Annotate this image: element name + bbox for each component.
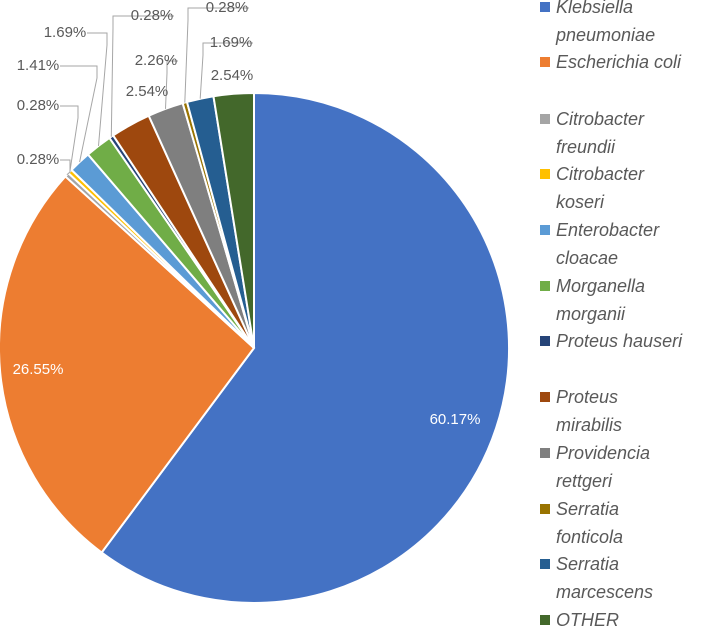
legend-label-serratia-marcescens: Serratia <box>556 554 619 574</box>
legend-swatch-enterobacter-cloacae <box>540 225 550 235</box>
data-label-proteus-hauseri: 0.28% <box>131 7 174 24</box>
leader-line-citrobacter-freundii <box>60 159 71 176</box>
leader-line-enterobacter-cloacae <box>60 65 98 163</box>
slice-klebsiella-pneumoniae <box>100 91 510 604</box>
legend-label-citrobacter-freundii-line2: freundii <box>556 137 616 157</box>
pie-slices <box>0 91 510 604</box>
data-label-citrobacter-koseri: 0.28% <box>17 97 60 114</box>
slice-escherichia-coli <box>0 175 256 554</box>
data-label-morganella-morganii: 1.69% <box>44 24 87 41</box>
data-label-other: 2.54% <box>211 67 254 84</box>
slice-other <box>212 91 255 349</box>
data-label-proteus-mirabilis: 2.54% <box>126 83 169 100</box>
legend-label-enterobacter-cloacae: Enterobacter <box>556 220 660 240</box>
leader-line-morganella-morganii <box>87 32 108 146</box>
legend-label-escherichia-coli: Escherichia coli <box>556 52 682 72</box>
legend-swatch-klebsiella-pneumoniae <box>540 2 550 12</box>
legend-label-citrobacter-freundii: Citrobacter <box>556 109 645 129</box>
data-label-klebsiella-pneumoniae: 60.17% <box>430 411 481 428</box>
data-label-citrobacter-freundii: 0.28% <box>17 151 60 168</box>
legend-swatch-proteus-mirabilis <box>540 392 550 402</box>
legend-label-proteus-mirabilis-line2: mirabilis <box>556 415 622 435</box>
legend-swatch-serratia-marcescens <box>540 559 550 569</box>
legend-label-klebsiella-pneumoniae-line2: pneumoniae <box>555 25 655 45</box>
legend-label-providencia-rettgeri: Providencia <box>556 443 650 463</box>
legend-swatch-providencia-rettgeri <box>540 448 550 458</box>
legend-label-citrobacter-koseri-line2: koseri <box>556 192 605 212</box>
legend-label-enterobacter-cloacae-line2: cloacae <box>556 248 618 268</box>
data-label-serratia-marcescens: 1.69% <box>210 34 253 51</box>
legend-swatch-citrobacter-koseri <box>540 169 550 179</box>
legend-label-morganella-morganii-line2: morganii <box>556 304 626 324</box>
data-labels: 60.17% 26.55% 0.28% 0.28% 1.41% 1.69% 0.28% 2.5… <box>13 0 481 428</box>
legend-label-serratia-fonticola-line2: fonticola <box>556 527 623 547</box>
leader-line-citrobacter-koseri <box>60 105 79 172</box>
legend-swatch-morganella-morganii <box>540 281 550 291</box>
legend-label-proteus-mirabilis: Proteus <box>556 387 618 407</box>
data-label-escherichia-coli: 26.55% <box>13 361 64 378</box>
legend-swatch-proteus-hauseri <box>540 336 550 346</box>
leader-line-serratia-marcescens <box>199 42 253 99</box>
legend-swatch-serratia-fonticola <box>540 504 550 514</box>
legend: Klebsiella pneumoniae Escherichia coli Citr… <box>540 0 683 630</box>
legend-label-citrobacter-koseri: Citrobacter <box>556 164 645 184</box>
legend-swatch-escherichia-coli <box>540 57 550 67</box>
data-label-serratia-fonticola: 0.28% <box>206 0 249 16</box>
leader-line-serratia-fonticola <box>184 7 249 103</box>
legend-label-providencia-rettgeri-line2: rettgeri <box>556 471 613 491</box>
legend-label-klebsiella-pneumoniae: Klebsiella <box>556 0 633 17</box>
leader-line-proteus-hauseri <box>110 15 174 137</box>
label-leader-lines <box>60 7 253 176</box>
legend-swatch-other <box>540 615 550 625</box>
legend-label-serratia-marcescens-line2: marcescens <box>556 582 653 602</box>
legend-label-morganella-morganii: Morganella <box>556 276 645 296</box>
leader-line-providencia-rettgeri <box>165 60 178 109</box>
data-label-enterobacter-cloacae: 1.41% <box>17 57 60 74</box>
legend-swatch-citrobacter-freundii <box>540 114 550 124</box>
data-label-providencia-rettgeri: 2.26% <box>135 52 178 69</box>
legend-label-other: OTHER <box>556 610 619 630</box>
legend-label-proteus-hauseri: Proteus hauseri <box>556 331 683 351</box>
legend-label-serratia-fonticola: Serratia <box>556 499 619 519</box>
